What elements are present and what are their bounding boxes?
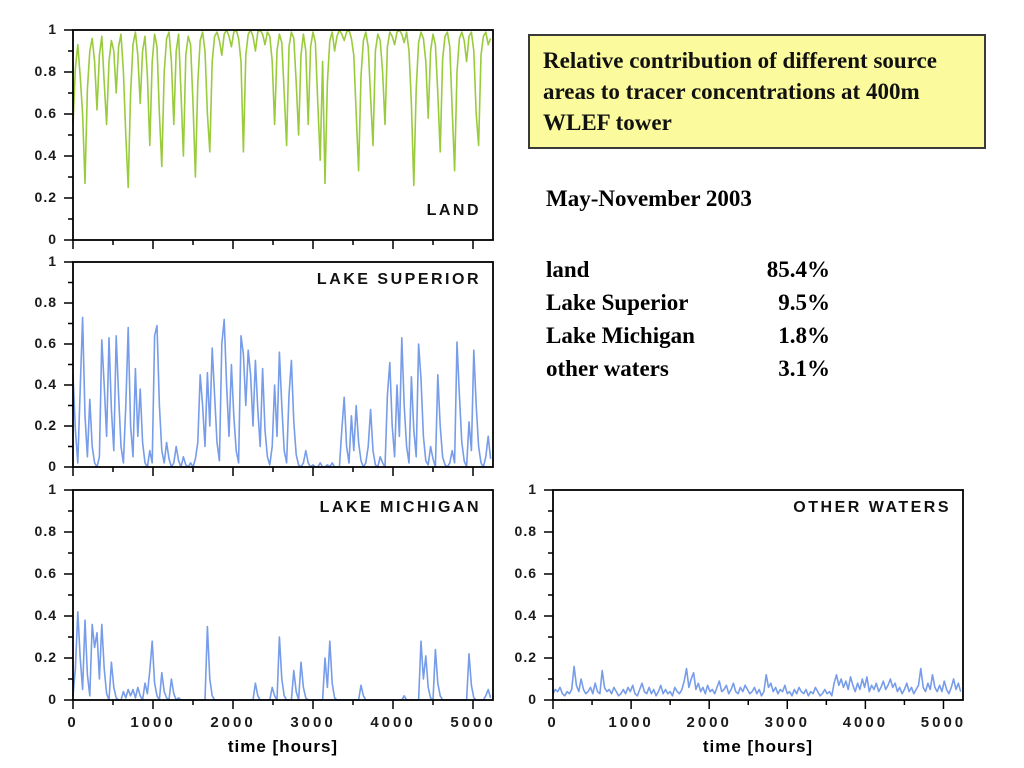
series-line	[72, 316, 492, 468]
y-tick-label: 0.4	[34, 607, 57, 623]
stat-label: land	[546, 257, 590, 282]
y-tick-label: 0.8	[34, 63, 57, 79]
y-tick-label: 0	[48, 458, 57, 474]
series-line	[72, 29, 492, 189]
y-tick-label: 0	[48, 691, 57, 707]
plot-border	[552, 489, 964, 701]
plot-lake-michigan: 0 0.2 0.4 0.6 0.8 1 0 1000 2000 3000 4000 5000 time …	[35, 481, 494, 756]
y-tick-label: 0.4	[34, 147, 57, 163]
y-tick-label: 1	[48, 481, 57, 497]
series-line	[72, 611, 492, 701]
chart-canvas	[64, 29, 494, 249]
y-tick-label: 0	[528, 691, 537, 707]
stat-label: Lake Superior	[546, 290, 689, 315]
stats-row-land: land 85.4%	[546, 253, 830, 286]
stat-value: 85.4%	[766, 257, 830, 282]
x-tick-label: 1000	[130, 714, 176, 731]
title-text: Relative contribution of different sourc…	[543, 48, 937, 135]
stat-label: other waters	[546, 356, 669, 381]
chart-canvas	[64, 489, 494, 709]
y-tick-label: 0.2	[514, 649, 537, 665]
stats-row-lake-superior: Lake Superior 9.5%	[546, 286, 830, 319]
stat-value: 3.1%	[778, 356, 830, 381]
x-tick-label: 5000	[920, 714, 967, 731]
x-tick-label: 0	[547, 714, 559, 731]
plot-border	[72, 489, 494, 701]
y-tick-label: 1	[48, 253, 57, 269]
x-axis-title: time [hours]	[227, 737, 339, 756]
x-tick-label: 2000	[210, 714, 256, 731]
plot-other-waters: 0 0.2 0.4 0.6 0.8 1 0 1000 2000 3000 4000 5000 time …	[515, 481, 964, 756]
series-line	[552, 665, 962, 697]
stats-row-lake-michigan: Lake Michigan 1.8%	[546, 319, 830, 352]
series-label: LAKE MICHIGAN	[319, 499, 481, 516]
plot-border	[72, 29, 494, 241]
x-tick-label: 3000	[764, 714, 810, 731]
y-tick-label: 0.4	[34, 376, 57, 392]
y-tick-label: 0.2	[34, 189, 57, 205]
x-tick-label: 2000	[686, 714, 732, 731]
y-tick-label: 0.6	[34, 105, 57, 121]
series-label: LAND	[426, 202, 481, 219]
y-tick-label: 0.6	[34, 335, 57, 351]
subtitle-period: May-November 2003	[546, 186, 752, 211]
y-tick-label: 0.8	[514, 523, 537, 539]
plot-border	[72, 261, 494, 468]
y-tick-label: 0.2	[34, 417, 57, 433]
y-tick-label: 0.2	[34, 649, 57, 665]
y-tick-label: 1	[528, 481, 537, 497]
x-axis-title: time [hours]	[702, 737, 814, 756]
y-tick-label: 0.8	[34, 523, 57, 539]
x-tick-label: 1000	[608, 714, 654, 731]
chart-canvas	[544, 489, 964, 709]
plot-lake-superior: 0 0.2 0.4 0.6 0.8 1 LAKE SUPERIOR	[35, 253, 494, 476]
series-label: LAKE SUPERIOR	[316, 271, 481, 288]
stat-label: Lake Michigan	[546, 323, 695, 348]
y-tick-label: 1	[48, 21, 57, 37]
chart-canvas	[64, 261, 494, 476]
plot-land: 0 0.2 0.4 0.6 0.8 1 LAND	[35, 21, 494, 249]
x-tick-label: 4000	[842, 714, 889, 731]
y-tick-label: 0.4	[514, 607, 537, 623]
series-label: OTHER WATERS	[793, 499, 951, 516]
stat-value: 1.8%	[778, 323, 830, 348]
title-box: Relative contribution of different sourc…	[528, 34, 986, 149]
x-tick-label: 4000	[370, 714, 416, 731]
y-tick-label: 0.8	[34, 294, 57, 310]
y-tick-label: 0.6	[34, 565, 57, 581]
stats-row-other-waters: other waters 3.1%	[546, 352, 830, 385]
y-tick-label: 0.6	[514, 565, 537, 581]
x-tick-label: 0	[67, 714, 79, 731]
y-tick-label: 0	[48, 231, 57, 247]
x-tick-label: 5000	[450, 714, 496, 731]
stat-value: 9.5%	[778, 290, 830, 315]
x-tick-label: 3000	[290, 714, 336, 731]
stats-table: land 85.4% Lake Superior 9.5% Lake Michi…	[546, 253, 830, 385]
